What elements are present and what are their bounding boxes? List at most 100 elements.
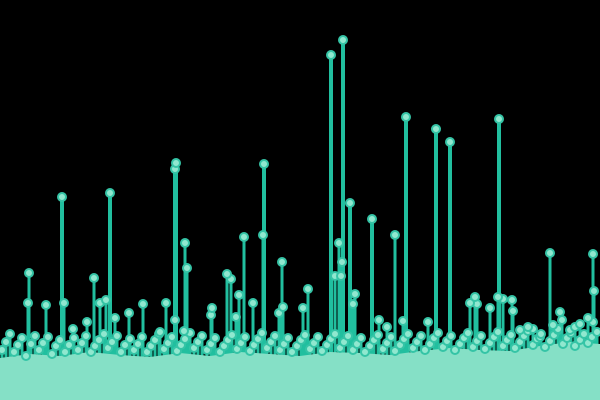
marker bbox=[338, 35, 348, 45]
marker bbox=[124, 308, 134, 318]
marker bbox=[463, 328, 473, 338]
marker bbox=[507, 295, 517, 305]
marker bbox=[508, 306, 518, 316]
marker bbox=[313, 332, 323, 342]
marker bbox=[300, 330, 310, 340]
marker bbox=[161, 298, 171, 308]
marker bbox=[5, 329, 15, 339]
marker bbox=[112, 331, 122, 341]
marker bbox=[390, 230, 400, 240]
marker bbox=[234, 290, 244, 300]
marker bbox=[101, 295, 111, 305]
baseline-band bbox=[0, 342, 600, 400]
marker bbox=[575, 319, 585, 329]
marker bbox=[110, 313, 120, 323]
marker bbox=[326, 50, 336, 60]
marker bbox=[222, 269, 232, 279]
marker bbox=[125, 334, 135, 344]
marker bbox=[180, 238, 190, 248]
marker bbox=[548, 320, 558, 330]
marker bbox=[398, 316, 408, 326]
marker bbox=[182, 263, 192, 273]
marker bbox=[303, 284, 313, 294]
marker bbox=[0, 345, 7, 355]
marker bbox=[506, 330, 516, 340]
marker bbox=[423, 317, 433, 327]
marker bbox=[431, 124, 441, 134]
marker bbox=[588, 249, 598, 259]
marker bbox=[137, 332, 147, 342]
marker bbox=[356, 333, 366, 343]
marker bbox=[59, 298, 69, 308]
marker bbox=[231, 312, 241, 322]
marker bbox=[336, 271, 346, 281]
marker bbox=[343, 331, 353, 341]
marker bbox=[81, 331, 91, 341]
marker bbox=[240, 332, 250, 342]
marker bbox=[64, 340, 74, 350]
marker bbox=[401, 112, 411, 122]
marker bbox=[579, 329, 589, 339]
marker bbox=[493, 292, 503, 302]
marker bbox=[167, 332, 177, 342]
marker bbox=[545, 248, 555, 258]
marker bbox=[69, 333, 79, 343]
marker bbox=[476, 331, 486, 341]
marker bbox=[374, 315, 384, 325]
marker bbox=[283, 333, 293, 343]
marker bbox=[24, 268, 34, 278]
marker bbox=[179, 326, 189, 336]
marker bbox=[23, 298, 33, 308]
marker bbox=[470, 292, 480, 302]
marker bbox=[105, 188, 115, 198]
marker bbox=[259, 159, 269, 169]
marker bbox=[350, 289, 360, 299]
marker bbox=[155, 327, 165, 337]
marker bbox=[373, 330, 383, 340]
marker bbox=[523, 322, 533, 332]
marker bbox=[17, 333, 27, 343]
marker bbox=[298, 303, 308, 313]
marker bbox=[345, 198, 355, 208]
marker bbox=[493, 327, 503, 337]
marker bbox=[433, 328, 443, 338]
marker bbox=[555, 307, 565, 317]
marker bbox=[416, 331, 426, 341]
marker bbox=[1, 337, 11, 347]
marker bbox=[239, 232, 249, 242]
marker bbox=[446, 331, 456, 341]
marker bbox=[210, 333, 220, 343]
marker bbox=[207, 303, 217, 313]
marker bbox=[367, 214, 377, 224]
marker bbox=[382, 322, 392, 332]
marker bbox=[26, 339, 36, 349]
marker bbox=[197, 331, 207, 341]
marker bbox=[41, 300, 51, 310]
marker bbox=[330, 329, 340, 339]
marker bbox=[57, 192, 67, 202]
marker bbox=[68, 324, 78, 334]
marker bbox=[30, 331, 40, 341]
marker bbox=[82, 317, 92, 327]
marker bbox=[227, 330, 237, 340]
marker bbox=[334, 238, 344, 248]
marker bbox=[21, 351, 31, 361]
marker bbox=[494, 114, 504, 124]
marker bbox=[47, 349, 57, 359]
marker bbox=[171, 158, 181, 168]
marker bbox=[248, 298, 258, 308]
marker bbox=[589, 286, 599, 296]
marker bbox=[89, 273, 99, 283]
marker bbox=[536, 329, 546, 339]
marker bbox=[277, 257, 287, 267]
marker bbox=[592, 327, 600, 337]
marker bbox=[386, 332, 396, 342]
marker bbox=[138, 299, 148, 309]
marker bbox=[337, 257, 347, 267]
marker bbox=[583, 313, 593, 323]
marker bbox=[258, 230, 268, 240]
marker bbox=[445, 137, 455, 147]
marker bbox=[278, 302, 288, 312]
marker bbox=[99, 329, 109, 339]
